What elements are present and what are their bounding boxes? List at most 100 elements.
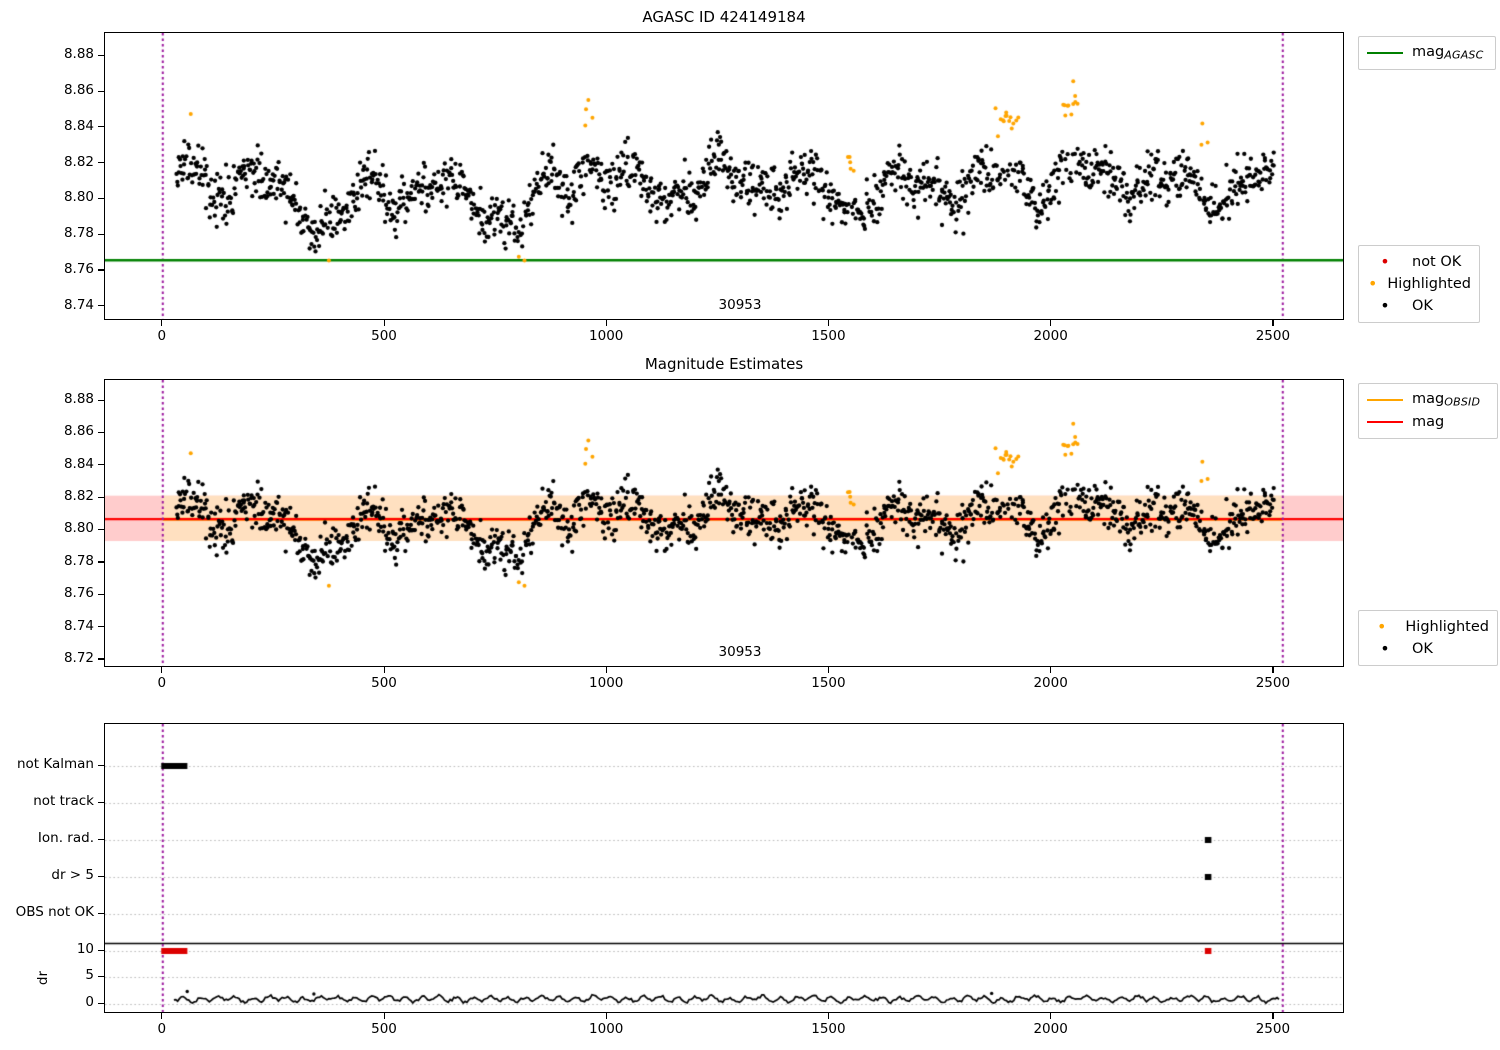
top-ytick [98,90,104,92]
top-ytick-label: 8.86 [63,82,94,99]
bottom-dr-tick-label-0: 0 [85,994,94,1010]
middle-plot-area [104,379,1344,667]
legend-middle-lines: magOBSID mag [1358,383,1498,439]
middle-xtick [1272,667,1274,673]
middle-ytick-label: 8.88 [63,391,94,408]
middle-xtick [383,667,385,673]
top-xtick-label: 2500 [1255,328,1291,344]
legend-item-mag-obsid[interactable]: magOBSID [1367,389,1489,411]
middle-xtick [605,667,607,673]
middle-xtick [827,667,830,673]
legend-label-ok-mid: OK [1412,641,1433,657]
middle-ytick-label: 8.84 [63,455,94,472]
bottom-xtick [1272,1013,1274,1019]
middle-scatter-canvas [105,380,1343,666]
middle-ytick [98,399,104,401]
bottom-xtick-label: 1000 [589,1021,624,1037]
legend-item-mag[interactable]: mag [1367,411,1489,433]
top-plot-area [104,32,1344,320]
bottom-ytick-label-obs-not-ok: OBS not OK [15,904,94,920]
middle-xtick-label: 1000 [589,675,624,691]
top-xtick-label: 1500 [811,328,846,344]
middle-ytick-label: 8.72 [63,649,94,666]
top-xtick [161,320,163,326]
bottom-plot-area [104,723,1344,1013]
bottom-ytick-label-not-track: not track [33,793,94,809]
top-xtick [383,320,385,326]
top-xtick [1272,320,1274,326]
top-xtick-label: 0 [157,328,167,344]
red-dot-swatch: • [1380,252,1390,271]
bottom-ytick-label-not-kalman: not Kalman [16,756,94,772]
legend-item-highlighted[interactable]: • Highlighted [1367,273,1471,295]
middle-panel-title: Magnitude Estimates [644,355,804,373]
bottom-xtick [383,1013,385,1019]
middle-xtick [161,667,163,673]
top-ytick-label: 8.82 [63,153,94,170]
legend-label-highlighted: Highlighted [1387,276,1471,292]
middle-ytick-label: 8.74 [63,617,94,634]
top-ytick-label: 8.76 [63,260,94,277]
legend-label-not-ok: not OK [1412,254,1462,270]
top-ytick-label: 8.80 [63,189,94,206]
middle-xtick-label: 500 [371,675,397,691]
obsid-annotation-top: 30953 [718,297,762,313]
middle-ytick [98,528,104,531]
top-ytick-label: 8.78 [63,225,94,242]
middle-ytick [98,658,104,660]
top-scatter-canvas [105,33,1343,319]
middle-ytick [98,464,104,466]
bottom-ytick [98,949,104,951]
top-ytick [98,126,104,128]
top-ytick-label: 8.88 [63,46,94,63]
top-ytick [98,233,104,235]
top-xtick [1050,320,1052,326]
top-ytick [98,54,104,56]
legend-item-ok-mid[interactable]: • OK [1367,638,1489,660]
bottom-ytick-label-ion-rad-: Ion. rad. [37,830,94,846]
top-xtick-label: 2000 [1033,328,1068,344]
black-dot-swatch: • [1380,639,1390,658]
middle-ytick-label: 8.86 [63,423,94,440]
bottom-flags-canvas [105,724,1343,1012]
page-title: AGASC ID 424149184 [642,8,806,26]
middle-ytick [98,626,104,628]
legend-item-ok[interactable]: • OK [1367,295,1471,317]
bottom-xtick [827,1013,830,1019]
middle-xtick [1050,667,1052,673]
bottom-xtick-label: 0 [157,1021,167,1037]
legend-top-magagasc: magAGASC [1358,36,1496,70]
legend-label-ok: OK [1412,298,1433,314]
bottom-ytick [98,875,104,877]
orange-dot-swatch: • [1367,274,1378,293]
top-ytick-label: 8.84 [63,117,94,134]
legend-label-highlighted-mid: Highlighted [1405,619,1489,635]
top-ytick [98,305,104,307]
bottom-ytick [98,838,104,840]
legend-label-mag-agasc: magAGASC [1412,44,1484,62]
top-ytick [98,162,104,164]
legend-label-mag: mag [1412,414,1445,430]
legend-item-not-ok[interactable]: • not OK [1367,251,1471,273]
top-ytick-label: 8.74 [63,296,94,313]
bottom-ytick [98,1002,104,1004]
bottom-dr-tick-label-5: 5 [85,967,94,983]
legend-item-highlighted-mid[interactable]: • Highlighted [1367,616,1489,638]
obsid-annotation-middle: 30953 [718,644,762,660]
legend-label-mag-obsid: magOBSID [1412,391,1481,409]
bottom-dr-tick-label-10: 10 [76,941,94,957]
middle-xtick-label: 2500 [1255,675,1291,691]
bottom-xtick [161,1013,163,1019]
middle-ytick-label: 8.82 [63,488,94,505]
middle-xtick-label: 1500 [811,675,846,691]
middle-xtick-label: 2000 [1033,675,1068,691]
top-ytick [98,269,104,271]
bottom-xtick-label: 1500 [811,1021,846,1037]
orange-line-swatch [1367,399,1403,401]
legend-item-mag-agasc[interactable]: magAGASC [1367,42,1487,64]
middle-xtick-label: 0 [157,675,167,691]
bottom-ytick [98,764,104,766]
black-dot-swatch: • [1380,296,1390,315]
bottom-xtick-label: 2000 [1033,1021,1068,1037]
